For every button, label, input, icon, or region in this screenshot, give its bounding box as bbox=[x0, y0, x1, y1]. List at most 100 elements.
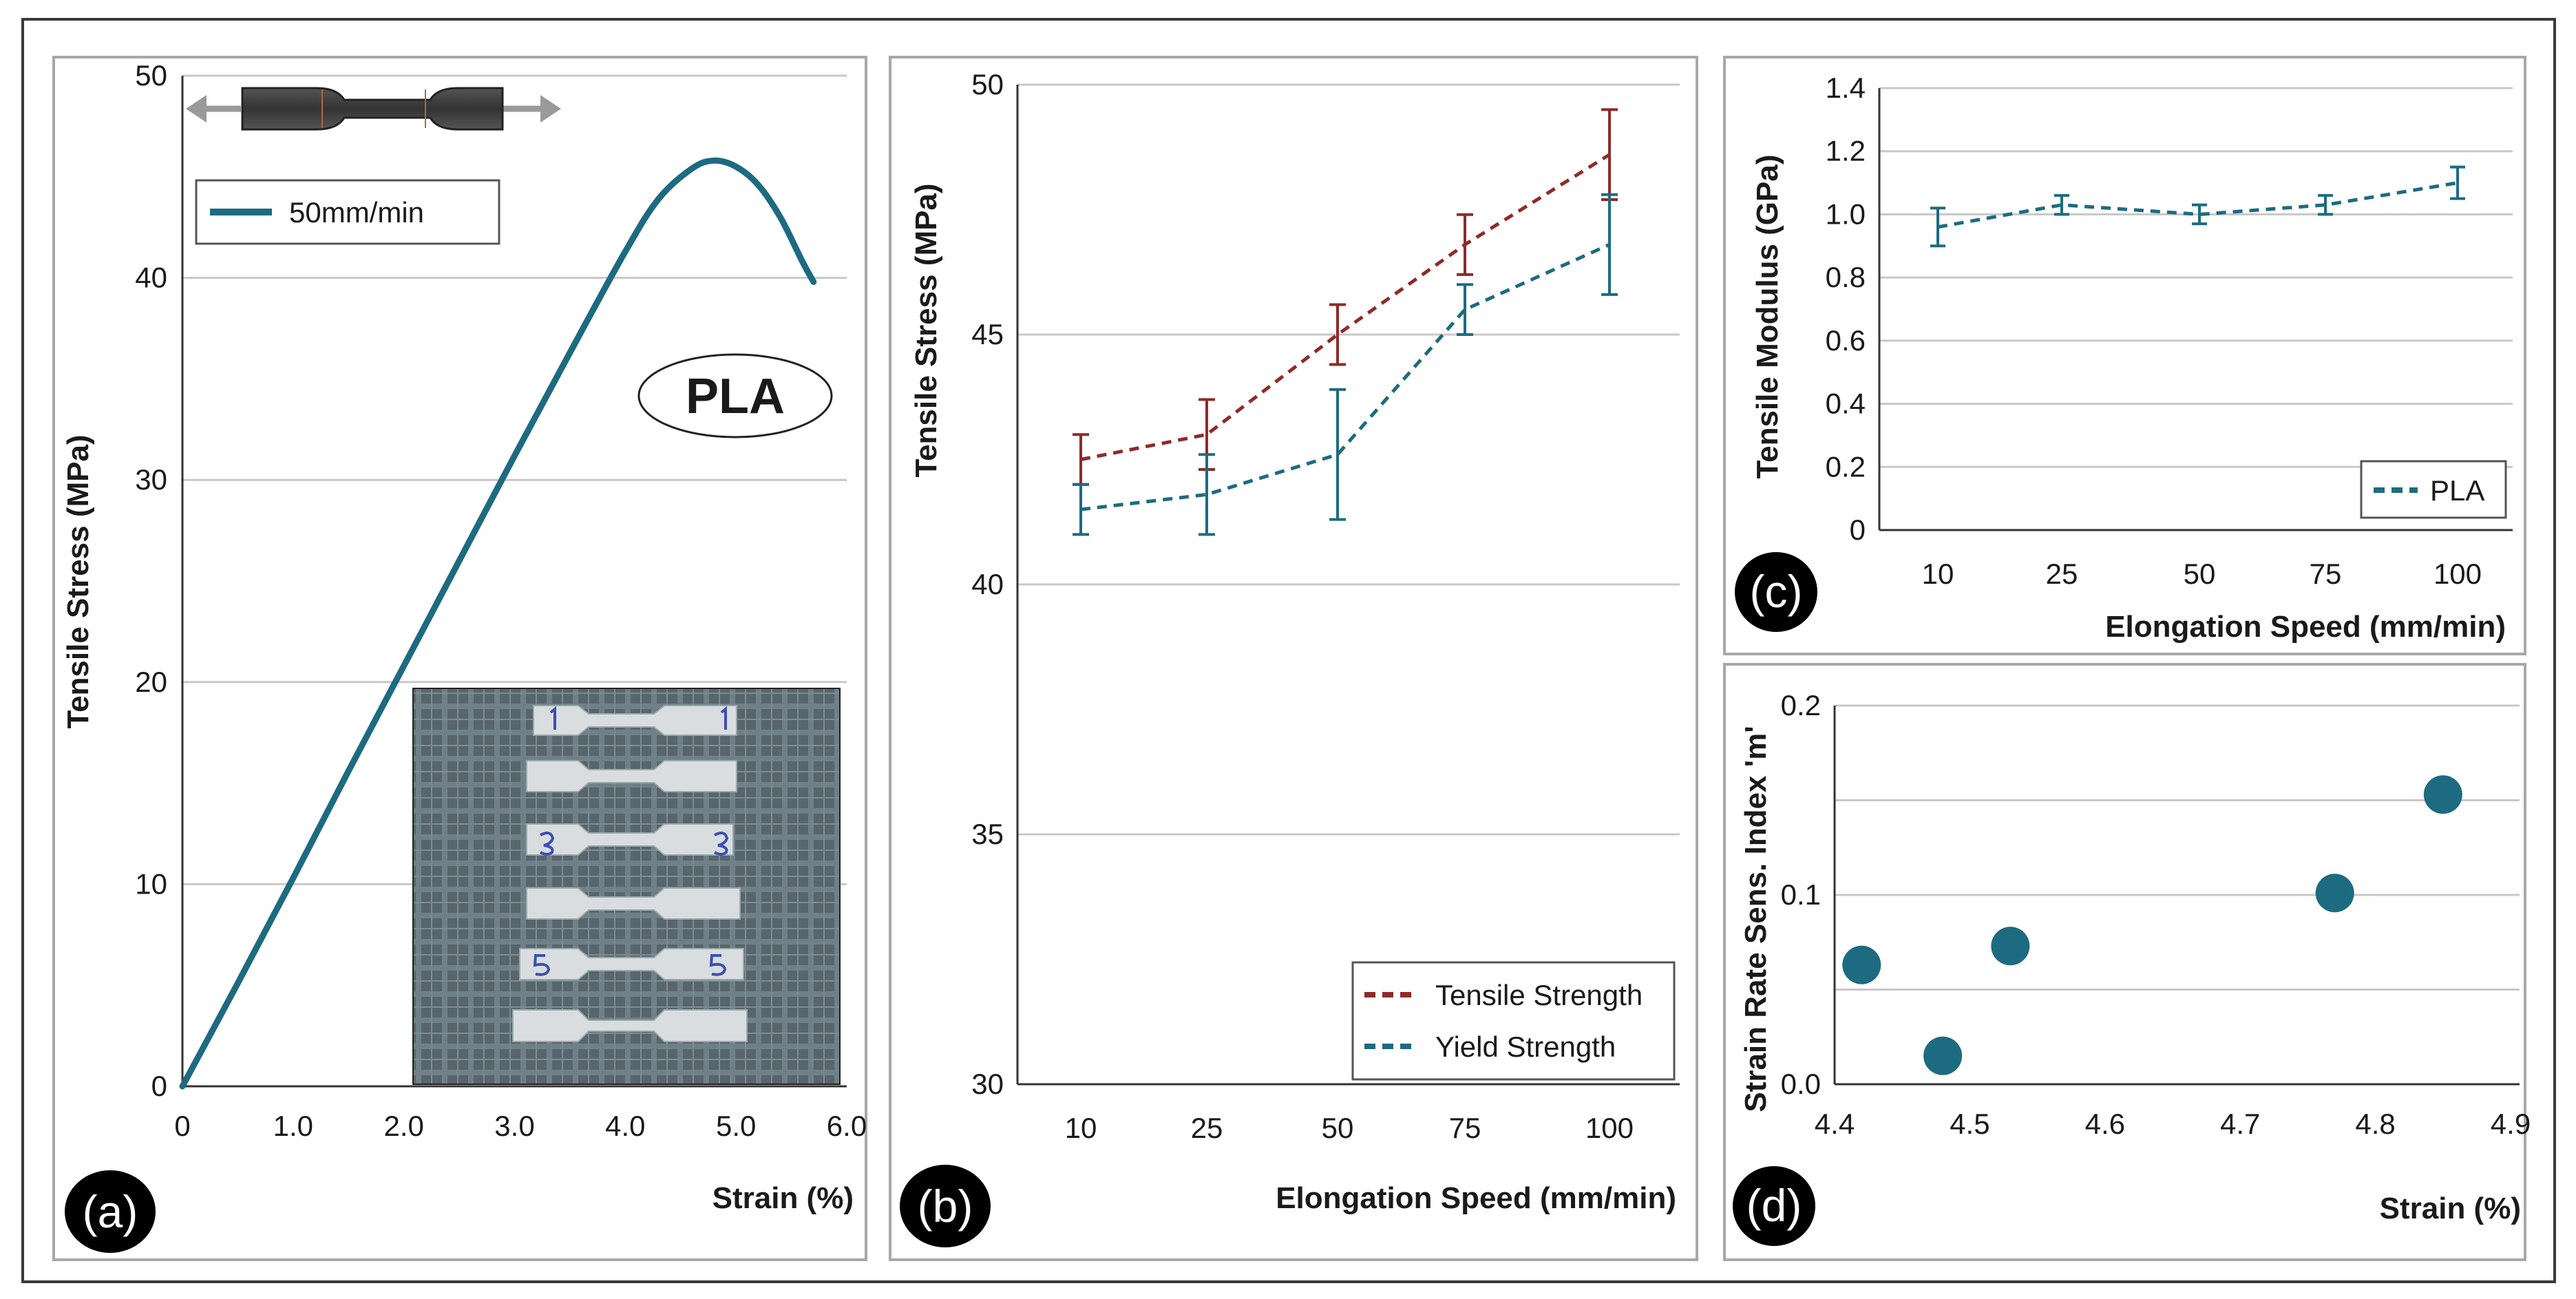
error-bar bbox=[1329, 388, 1346, 521]
error-bar bbox=[2192, 203, 2207, 226]
panel-d-y-tick-label: 0.1 bbox=[1781, 878, 1821, 911]
panel-a-tag-label: (a) bbox=[83, 1186, 138, 1237]
series-line-tensile-strength bbox=[1080, 153, 1611, 461]
error-bar bbox=[1329, 303, 1346, 366]
panel-b-x-tick-label: 50 bbox=[1322, 1112, 1354, 1144]
panel-d-x-ticks: 4.4 4.5 4.6 4.7 4.8 4.9 bbox=[1815, 1108, 2531, 1140]
panel-c-y-tick-label: 1.0 bbox=[1826, 198, 1866, 230]
panel-c-y-tick-label: 0.6 bbox=[1826, 324, 1866, 357]
panel-b-y-label: Tensile Stress (MPa) bbox=[909, 183, 943, 477]
panel-a-x-tick-label: 6.0 bbox=[827, 1110, 867, 1142]
panel-a-y-tick-label: 0 bbox=[151, 1070, 167, 1102]
panel-a-x-tick-label: 2.0 bbox=[383, 1110, 423, 1142]
legend-label-tensile: Tensile Strength bbox=[1435, 979, 1643, 1011]
panel-b-y-tick-label: 35 bbox=[971, 818, 1004, 850]
legend-label-50mm: 50mm/min bbox=[289, 196, 424, 229]
panel-d-x-label: Strain (%) bbox=[2380, 1192, 2521, 1225]
panel-c-y-tick-label: 0 bbox=[1850, 514, 1866, 546]
panel-d-y-label: Strain Rate Sens. Index 'm' bbox=[1739, 726, 1773, 1112]
stress-strain-curve bbox=[179, 157, 817, 1090]
panel-a-tag: (a) bbox=[65, 1170, 156, 1253]
panel-d-y-tick-label: 0.0 bbox=[1781, 1068, 1821, 1100]
panel-a-x-tick-label: 0 bbox=[174, 1110, 190, 1142]
panel-d-y-ticks: 0.0 0.1 0.2 bbox=[1781, 689, 1821, 1100]
panel-d-x-tick-label: 4.4 bbox=[1815, 1108, 1855, 1140]
panel-b-tag: (b) bbox=[900, 1165, 991, 1247]
panel-d-tag: (d) bbox=[1733, 1166, 1815, 1246]
panel-b-y-tick-label: 40 bbox=[971, 568, 1004, 600]
error-bar bbox=[2054, 193, 2069, 216]
panel-b: 30 35 40 45 50 10 25 50 75 100 Tensile Stress (M… bbox=[889, 56, 1698, 1261]
panel-c-legend: PLA bbox=[2360, 460, 2507, 519]
panel-c-x-ticks: 10 25 50 75 100 bbox=[1922, 558, 2482, 590]
panel-b-legend: Tensile Strength Yield Strength bbox=[1351, 961, 1676, 1081]
error-bar bbox=[1601, 193, 1618, 296]
panel-a-y-tick-label: 20 bbox=[135, 666, 167, 698]
panel-b-x-label: Elongation Speed (mm/min) bbox=[1276, 1181, 1676, 1215]
panel-c-x-tick-label: 50 bbox=[2184, 558, 2216, 590]
error-bar bbox=[2450, 165, 2465, 200]
panel-a: 0 10 20 30 40 50 0 1.0 2.0 3.0 4.0 5.0 6.0 Tensile … bbox=[52, 56, 867, 1261]
panel-c-x-tick-label: 10 bbox=[1922, 558, 1954, 590]
error-bar bbox=[1930, 207, 1945, 248]
panel-b-x-tick-label: 100 bbox=[1585, 1112, 1634, 1144]
panel-a-y-tick-label: 10 bbox=[135, 867, 167, 900]
panel-c-y-tick-label: 1.4 bbox=[1826, 72, 1866, 104]
panel-a-x-tick-label: 5.0 bbox=[716, 1110, 756, 1142]
panel-a-x-tick-label: 3.0 bbox=[494, 1110, 534, 1142]
panel-c-x-label: Elongation Speed (mm/min) bbox=[2105, 610, 2506, 644]
panel-b-x-tick-label: 25 bbox=[1191, 1112, 1223, 1144]
scatter-point bbox=[2423, 775, 2462, 814]
panel-d-x-tick-label: 4.8 bbox=[2355, 1108, 2395, 1140]
panel-c-tag-label: (c) bbox=[1750, 566, 1803, 617]
panel-d-gridlines bbox=[1835, 704, 2520, 991]
panel-c-x-tick-label: 75 bbox=[2310, 558, 2342, 590]
panel-b-gridlines bbox=[1017, 83, 1680, 836]
panel-d-x-tick-label: 4.6 bbox=[2085, 1108, 2125, 1140]
panel-a-x-tick-label: 1.0 bbox=[273, 1110, 313, 1142]
panel-a-x-ticks: 0 1.0 2.0 3.0 4.0 5.0 6.0 bbox=[174, 1110, 867, 1142]
panel-b-y-tick-label: 30 bbox=[971, 1068, 1004, 1100]
panel-d-y-tick-label: 0.2 bbox=[1781, 689, 1821, 721]
panel-a-x-label: Strain (%) bbox=[712, 1181, 854, 1215]
panel-a-y-tick-label: 30 bbox=[135, 463, 167, 496]
scatter-point bbox=[2315, 874, 2354, 913]
scatter-point bbox=[1842, 945, 1881, 984]
panel-c-y-tick-label: 1.2 bbox=[1826, 135, 1866, 167]
panel-d-x-tick-label: 4.7 bbox=[2220, 1108, 2260, 1140]
panel-c-tag: (c) bbox=[1735, 552, 1817, 632]
panel-b-y-tick-label: 45 bbox=[971, 318, 1004, 350]
panel-d-series bbox=[1842, 775, 2462, 1075]
panel-c: 0 0.2 0.4 0.6 0.8 1.0 1.2 1.4 10 25 50 75 100 Tensi… bbox=[1723, 56, 2526, 655]
panel-b-y-ticks: 30 35 40 45 50 bbox=[971, 68, 1004, 1100]
series-line-yield-strength bbox=[1080, 243, 1611, 511]
panel-c-y-label: Tensile Modulus (GPa) bbox=[1751, 154, 1784, 478]
legend-label-pla: PLA bbox=[2430, 474, 2484, 507]
scatter-point bbox=[1991, 927, 2030, 966]
panel-d: 0.0 0.1 0.2 4.4 4.5 4.6 4.7 4.8 4.9 Strain Rate… bbox=[1723, 663, 2531, 1261]
panel-d-tag-label: (d) bbox=[1746, 1180, 1802, 1231]
panel-c-x-tick-label: 25 bbox=[2046, 558, 2078, 590]
panel-c-x-tick-label: 100 bbox=[2434, 558, 2482, 590]
panel-a-y-label: Tensile Stress (MPa) bbox=[61, 434, 95, 728]
error-bar bbox=[1199, 453, 1215, 536]
error-bar bbox=[1457, 213, 1473, 276]
panel-d-frame bbox=[1723, 663, 2526, 1261]
panel-c-series bbox=[1930, 165, 2465, 248]
panel-a-x-tick-label: 4.0 bbox=[605, 1110, 645, 1142]
panel-b-x-tick-label: 10 bbox=[1065, 1112, 1097, 1144]
pla-annotation-text: PLA bbox=[686, 369, 785, 424]
panel-c-frame bbox=[1723, 56, 2526, 655]
dogbone-specimen-icon bbox=[186, 87, 561, 131]
panel-b-x-tick-label: 75 bbox=[1449, 1112, 1481, 1144]
error-bar bbox=[1073, 483, 1089, 536]
panel-a-y-tick-label: 50 bbox=[135, 59, 167, 92]
panel-c-y-ticks: 0 0.2 0.4 0.6 0.8 1.0 1.2 1.4 bbox=[1826, 72, 1866, 546]
legend-label-yield: Yield Strength bbox=[1435, 1031, 1616, 1063]
tensile-specimens-photo bbox=[412, 688, 841, 1085]
panel-a-y-tick-label: 40 bbox=[135, 262, 167, 294]
panel-c-y-tick-label: 0.2 bbox=[1826, 450, 1866, 483]
error-bar bbox=[2318, 193, 2333, 216]
panel-b-series bbox=[1073, 108, 1618, 536]
